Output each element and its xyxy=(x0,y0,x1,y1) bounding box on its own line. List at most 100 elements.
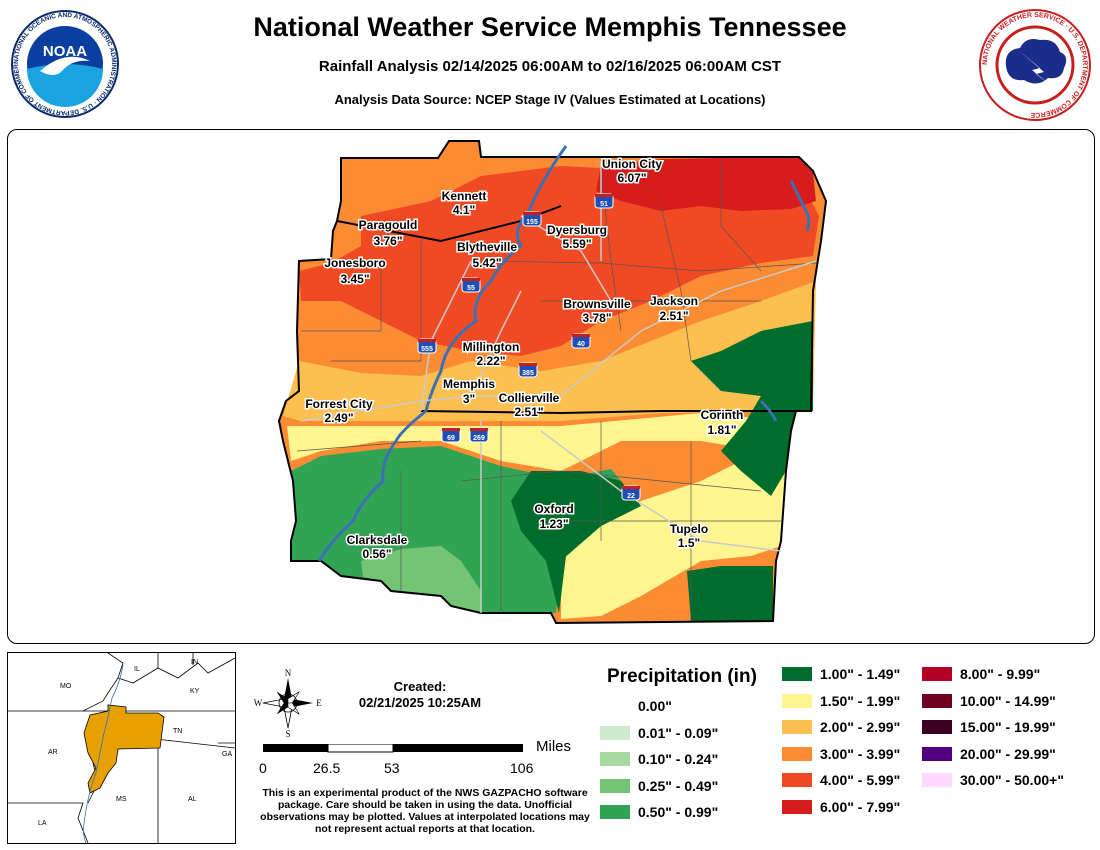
svg-text:1.5": 1.5" xyxy=(678,536,700,550)
scale-tick: 0 xyxy=(259,760,267,776)
state-label-al: AL xyxy=(188,796,197,803)
legend-label: 30.00" - 50.00+" xyxy=(960,772,1064,788)
svg-text:555: 555 xyxy=(421,346,433,353)
interstate-shield: 155 xyxy=(522,211,542,227)
svg-text:3.76": 3.76" xyxy=(373,234,402,248)
svg-text:3.78": 3.78" xyxy=(582,311,611,325)
legend-label: 10.00" - 14.99" xyxy=(960,692,1056,709)
nws-logo: NATIONAL WEATHER SERVICE · U.S. DEPARTME… xyxy=(979,9,1091,121)
legend-item: 15.00" - 19.99" xyxy=(922,717,1056,737)
scale-tick: 106 xyxy=(510,760,534,776)
svg-text:Jackson: Jackson xyxy=(650,294,698,308)
svg-text:51: 51 xyxy=(600,201,608,208)
svg-text:0.56": 0.56" xyxy=(362,547,391,561)
city-jonesboro: Jonesboro 3.45" xyxy=(323,255,387,288)
state-label-mo: MO xyxy=(60,683,72,690)
svg-text:Tupelo: Tupelo xyxy=(670,522,708,536)
legend-swatch xyxy=(922,693,952,708)
legend-label: 2.00" - 2.99" xyxy=(820,719,901,735)
state-label-ga: GA xyxy=(222,751,232,758)
legend-item: 3.00" - 3.99" xyxy=(782,744,900,764)
legend-item: 10.00" - 14.99" xyxy=(922,691,1056,711)
state-label-la: LA xyxy=(38,820,47,827)
legend-item: 0.50" - 0.99" xyxy=(600,802,718,822)
noaa-logo: NATIONAL OCEANIC AND ATMOSPHERIC ADMINIS… xyxy=(10,9,119,118)
svg-text:1.23": 1.23" xyxy=(539,517,568,531)
svg-text:5.59": 5.59" xyxy=(562,237,591,251)
scale-bar xyxy=(263,744,523,753)
svg-text:Oxford: Oxford xyxy=(534,502,573,516)
legend-label: 0.00" xyxy=(638,698,672,714)
legend-swatch xyxy=(922,720,952,734)
state-label-ky: KY xyxy=(190,688,200,695)
svg-text:5.42": 5.42" xyxy=(472,256,501,270)
analysis-period: Rainfall Analysis 02/14/2025 06:00AM to … xyxy=(318,58,782,75)
interstate-shield: 51 xyxy=(594,193,614,209)
city-paragould: Paragould 3.76" xyxy=(357,217,419,250)
svg-text:Collierville: Collierville xyxy=(499,391,560,405)
legend-swatch xyxy=(782,746,812,761)
legend-item: 4.00" - 5.99" xyxy=(782,770,900,790)
legend-item: 0.01" - 0.09" xyxy=(600,723,718,743)
precip-shading xyxy=(279,141,826,623)
svg-text:Millington: Millington xyxy=(463,340,520,354)
state-label-ms: MS xyxy=(116,796,127,803)
tennessee-river xyxy=(759,180,811,422)
svg-text:269: 269 xyxy=(473,435,485,442)
svg-text:2.22": 2.22" xyxy=(476,354,505,368)
cwa-highlight xyxy=(83,704,165,794)
svg-text:6.07": 6.07" xyxy=(617,171,646,185)
legend-swatch xyxy=(782,799,812,814)
scale-tick: 53 xyxy=(384,760,400,776)
svg-text:385: 385 xyxy=(522,370,534,377)
interstate-shields: 155 51 55 555 40 385 69 269 22 xyxy=(417,193,641,501)
legend-swatch xyxy=(600,805,630,819)
scale-tick: 26.5 xyxy=(313,760,341,776)
svg-text:155: 155 xyxy=(526,219,538,226)
compass-rose-icon: N S E W xyxy=(254,668,323,738)
legend-swatch xyxy=(782,667,812,681)
legend-swatch xyxy=(922,667,952,681)
legend-label: 15.00" - 19.99" xyxy=(960,719,1056,735)
legend-label: 20.00" - 29.99" xyxy=(960,745,1056,762)
legend-item: 1.50" - 1.99" xyxy=(782,691,900,711)
svg-text:Brownsville: Brownsville xyxy=(563,297,631,311)
svg-text:Blytheville: Blytheville xyxy=(457,240,517,254)
legend-label: 0.10" - 0.24" xyxy=(638,751,719,767)
legend-swatch xyxy=(782,720,812,734)
legend-item: 0.10" - 0.24" xyxy=(600,749,718,769)
rainfall-map-canvas: 155 51 55 555 40 385 69 269 22 Union Cit… xyxy=(277,140,828,625)
interstate-shield: 385 xyxy=(518,362,538,378)
svg-text:N: N xyxy=(285,668,292,678)
created-timestamp: 02/21/2025 10:25AM xyxy=(358,695,482,710)
state-label-il: IL xyxy=(134,666,140,673)
interstate-shield: 22 xyxy=(621,485,641,501)
scale-unit: Miles xyxy=(536,738,572,755)
legend-item: 20.00" - 29.99" xyxy=(922,744,1056,764)
locator-map-canvas: MO IL IN KY TN AR MS AL GA LA xyxy=(8,653,235,843)
legend-swatch xyxy=(922,773,952,787)
data-source: Analysis Data Source: NCEP Stage IV (Val… xyxy=(334,92,766,107)
svg-text:NOAA: NOAA xyxy=(43,43,87,60)
svg-text:Kennett: Kennett xyxy=(442,189,487,203)
legend-label: 0.01" - 0.09" xyxy=(638,724,719,741)
svg-text:2.49": 2.49" xyxy=(324,411,353,425)
legend-swatch xyxy=(600,752,630,766)
svg-text:Jonesboro: Jonesboro xyxy=(324,256,385,270)
legend-item: 0.00" xyxy=(600,696,672,716)
svg-text:3": 3" xyxy=(463,392,475,406)
svg-text:Union City: Union City xyxy=(602,157,662,171)
legend-swatch xyxy=(922,746,952,761)
legend-item: 0.25" - 0.49" xyxy=(600,776,718,796)
legend-swatch xyxy=(600,778,630,793)
legend-swatch xyxy=(782,693,812,708)
